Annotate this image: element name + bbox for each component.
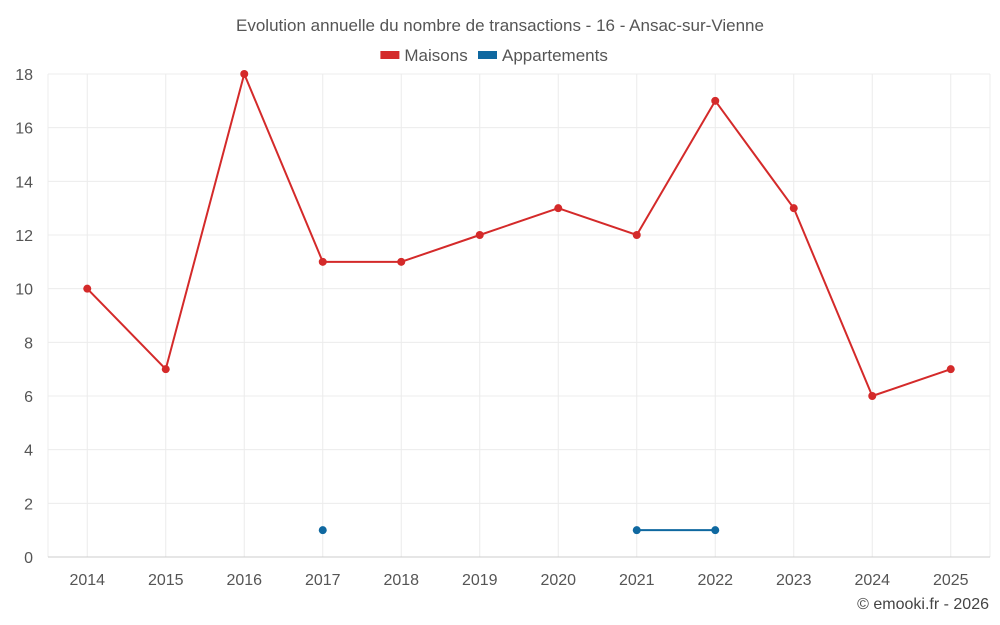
data-point[interactable] <box>868 392 877 400</box>
x-tick-label: 2023 <box>776 572 812 589</box>
x-tick-label: 2017 <box>305 572 341 589</box>
y-tick-label: 14 <box>15 174 33 191</box>
y-tick-label: 2 <box>24 496 33 513</box>
y-tick-label: 8 <box>24 335 33 352</box>
series-maisons <box>83 70 955 400</box>
data-point[interactable] <box>397 257 406 266</box>
y-tick-label: 0 <box>24 550 33 567</box>
data-point[interactable] <box>318 526 327 535</box>
data-point[interactable] <box>946 365 955 374</box>
y-tick-label: 18 <box>15 67 33 84</box>
data-point[interactable] <box>632 526 641 535</box>
y-tick-label: 12 <box>15 228 33 245</box>
data-point[interactable] <box>711 526 720 535</box>
data-point[interactable] <box>83 284 92 293</box>
data-point[interactable] <box>554 204 563 213</box>
chart-title: Evolution annuelle du nombre de transact… <box>236 16 764 35</box>
data-point[interactable] <box>711 96 720 105</box>
x-tick-label: 2024 <box>854 572 890 589</box>
series <box>83 70 955 535</box>
y-tick-label: 4 <box>24 443 33 460</box>
legend-item-maisons[interactable]: Maisons <box>380 46 468 65</box>
data-point[interactable] <box>789 204 798 213</box>
legend-item-appartements[interactable]: Appartements <box>478 46 608 65</box>
data-point[interactable] <box>475 231 484 239</box>
x-tick-label: 2020 <box>540 572 576 589</box>
x-tick-label: 2016 <box>226 572 262 589</box>
x-tick-label: 2015 <box>148 572 184 589</box>
y-tick-label: 10 <box>15 282 33 299</box>
series-line <box>86 73 952 397</box>
legend-swatch <box>478 51 497 59</box>
x-tick-label: 2018 <box>383 572 419 589</box>
series-appartements <box>318 526 720 535</box>
x-tick-label: 2019 <box>462 572 498 589</box>
x-tick-label: 2021 <box>619 572 655 589</box>
legend-swatch <box>380 51 400 59</box>
credit-text: © emooki.fr - 2026 <box>857 596 989 613</box>
legend-label: Maisons <box>404 46 467 65</box>
y-tick-label: 6 <box>24 389 33 406</box>
data-point[interactable] <box>318 257 327 266</box>
axes: 0 2 4 6 8 10 12 14 16 18 2014 2015 2016 2017 2018 2019 2… <box>15 67 990 589</box>
grid <box>47 73 991 557</box>
data-point[interactable] <box>632 231 641 239</box>
x-tick-label: 2022 <box>697 572 733 589</box>
y-tick-label: 16 <box>15 121 33 138</box>
x-tick-label: 2014 <box>69 572 105 589</box>
x-tick-label: 2025 <box>933 572 969 589</box>
legend-label: Appartements <box>502 46 608 65</box>
data-point[interactable] <box>240 70 249 78</box>
legend[interactable]: Maisons Appartements <box>380 46 608 65</box>
data-point[interactable] <box>161 365 170 374</box>
